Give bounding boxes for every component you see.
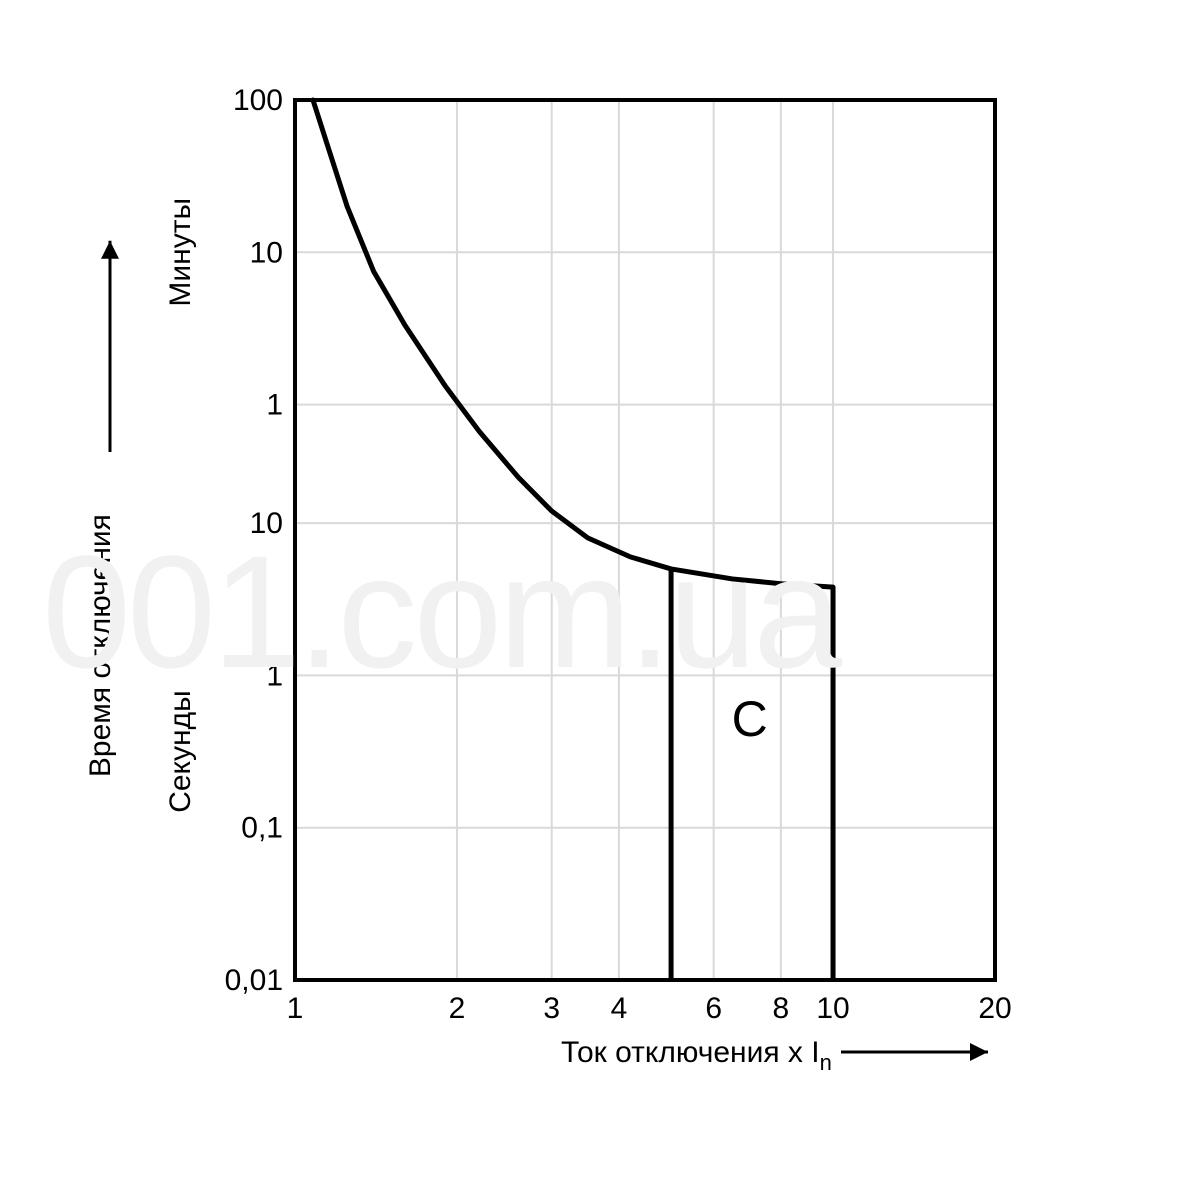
region-label: C — [732, 691, 768, 747]
y-axis-seconds-label: Секунды — [164, 690, 197, 812]
x-tick-label: 1 — [287, 992, 304, 1025]
trip-curve-chart: 1 2 3 4 6 8 10 20 0,01 0,1 1 10 1 10 100 C Ток отключени… — [0, 0, 1200, 1200]
x-axis-title: Ток отключения x In — [561, 1036, 832, 1075]
x-tick-label: 8 — [773, 992, 790, 1025]
x-tick-label: 4 — [611, 992, 628, 1025]
y-tick-label-sec: 10 — [250, 507, 283, 540]
y-tick-label-sec: 0,1 — [241, 812, 283, 845]
y-tick-label-min: 1 — [266, 389, 283, 422]
x-axis-arrow-head — [970, 1043, 988, 1061]
y-tick-label-min: 100 — [233, 84, 283, 117]
y-axis-minutes-label: Минуты — [164, 198, 197, 307]
x-tick-label: 10 — [816, 992, 849, 1025]
x-tick-label: 2 — [449, 992, 466, 1025]
x-tick-label: 3 — [543, 992, 560, 1025]
y-tick-label-sec: 1 — [266, 659, 283, 692]
x-tick-label: 6 — [705, 992, 722, 1025]
x-tick-label: 20 — [978, 992, 1011, 1025]
y-tick-label-min: 10 — [250, 236, 283, 269]
plot-border — [295, 100, 995, 980]
y-tick-label-sec: 0,01 — [225, 964, 283, 997]
y-axis-arrow-head — [101, 241, 119, 259]
y-axis-title: Время отключения — [84, 514, 117, 777]
trip-curve — [313, 100, 833, 587]
